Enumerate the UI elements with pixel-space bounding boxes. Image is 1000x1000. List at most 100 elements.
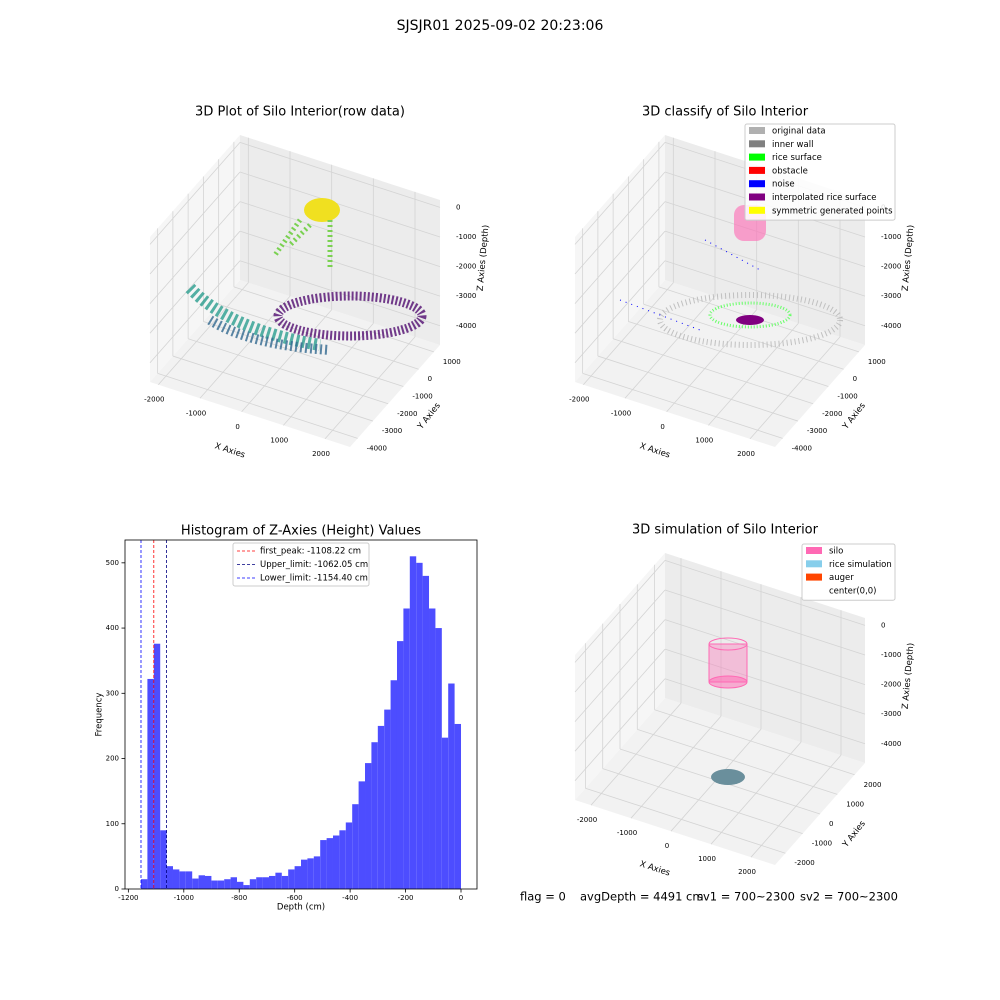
- x-tick-label: 0: [660, 423, 664, 431]
- plot-frame: [124, 539, 478, 890]
- bar: [192, 878, 199, 889]
- bar: [217, 880, 225, 889]
- bar: [358, 781, 366, 889]
- bar: [224, 879, 231, 889]
- grid-line: [666, 309, 757, 413]
- footer-text: flag = 0: [520, 890, 566, 904]
- grid-line: [239, 201, 441, 267]
- z-tick-label: -1000: [881, 651, 901, 659]
- y-tick-label: -2000: [822, 410, 842, 418]
- point-cloud: [207, 315, 331, 355]
- legend-label: inner wall: [772, 140, 813, 150]
- y-tick-label: 1000: [443, 358, 461, 366]
- grid-line: [157, 372, 358, 439]
- y-tick-label: 300: [106, 689, 119, 697]
- bar: [211, 880, 218, 889]
- grid-line: [574, 619, 666, 722]
- y-tick-label: -4000: [367, 444, 387, 452]
- x-tick-label: -2000: [569, 396, 589, 404]
- x-tick-label: 1000: [695, 436, 713, 444]
- z-tick-label: -2000: [456, 263, 476, 271]
- figure-title: SJSJR01 2025-09-02 20:23:06: [397, 18, 604, 34]
- point-cloud: [273, 291, 427, 341]
- bar: [409, 556, 417, 889]
- x-tick-label: -1200: [118, 894, 138, 902]
- x-tick-label: -1000: [174, 894, 194, 902]
- footer-text: sv1 = 700~2300: [697, 890, 795, 904]
- legend-swatch: [806, 573, 822, 581]
- x-tick-label: 0: [665, 842, 669, 850]
- x-tick-label: 0: [235, 423, 239, 431]
- z-tick-label: -1000: [881, 233, 901, 241]
- grid-line: [637, 729, 838, 795]
- y-tick-label: 2000: [864, 781, 882, 789]
- bar: [377, 725, 385, 889]
- bar: [403, 608, 410, 889]
- legend-label: symmetric generated points: [772, 206, 893, 216]
- legend-swatch: [749, 180, 765, 188]
- x-tick-label: -2000: [144, 396, 164, 404]
- grid-line: [597, 355, 799, 422]
- grid-line: [602, 768, 803, 834]
- legend-swatch: [749, 193, 765, 201]
- footer-text: avgDepth = 4491 cm: [580, 890, 704, 904]
- bar: [185, 871, 193, 889]
- legend-swatch: [749, 153, 765, 161]
- bar: [236, 881, 244, 889]
- x-tick-label: 0: [459, 894, 463, 902]
- x-tick-label: -1000: [186, 409, 206, 417]
- x-tick-label: 1000: [698, 855, 716, 863]
- point-cloud: [304, 198, 340, 222]
- bar: [339, 830, 346, 889]
- legend-label: interpolated rice surface: [772, 193, 877, 203]
- legend-label: rice surface: [772, 153, 822, 163]
- bar: [243, 885, 250, 889]
- bar: [140, 879, 148, 889]
- bar: [153, 643, 161, 889]
- y-tick-label: 0: [428, 375, 432, 383]
- legend-box: [801, 543, 896, 601]
- bar: [205, 875, 212, 889]
- x-tick-label: -600: [287, 894, 303, 902]
- grid-line: [664, 648, 866, 715]
- grid-line: [149, 260, 241, 364]
- bar: [275, 872, 282, 889]
- bar: [384, 709, 391, 889]
- point-cloud: [272, 218, 333, 270]
- grid-line: [203, 321, 404, 387]
- bar: [422, 575, 430, 889]
- legend-box: [744, 123, 896, 221]
- grid-line: [574, 648, 666, 752]
- grid-line: [664, 589, 866, 656]
- bar: [198, 875, 206, 889]
- bar: [371, 742, 378, 889]
- point-cloud: [708, 301, 792, 329]
- y-tick-label: 100: [106, 820, 119, 828]
- panel-title: 3D classify of Silo Interior: [642, 105, 809, 120]
- panel-title: 3D Plot of Silo Interior(row data): [195, 105, 405, 120]
- grid-line: [613, 338, 814, 405]
- silo-bottom: [708, 675, 748, 689]
- grid-line: [585, 787, 786, 854]
- panel: -2000 -1000 0 1000 2000 -2000 -1000 0 1000 2000 -4…: [574, 523, 916, 879]
- point-cloud: [185, 283, 321, 351]
- grid-line: [664, 260, 866, 327]
- x-tick-label: 2000: [737, 450, 755, 458]
- grid-line: [149, 142, 241, 245]
- x-tick-label: -800: [231, 894, 247, 902]
- grid-line: [583, 282, 674, 385]
- pane-back: [665, 553, 865, 763]
- legend-label: rice simulation: [829, 560, 892, 570]
- grid-line: [239, 142, 441, 208]
- grid-line: [149, 201, 241, 304]
- legend-label: obstacle: [772, 166, 808, 176]
- y-axis-label: Frequency: [95, 693, 105, 737]
- legend-swatch: [749, 166, 765, 174]
- panel: -2000 -1000 0 1000 2000 -4000 -3000 -2000 -1000 0…: [569, 105, 916, 461]
- z-tick-label: 0: [881, 621, 885, 629]
- bar: [441, 737, 449, 889]
- grid-line: [664, 230, 866, 297]
- legend-swatch: [749, 127, 765, 134]
- y-tick-label: -1000: [837, 392, 857, 400]
- x-tick-label: 1000: [270, 436, 288, 444]
